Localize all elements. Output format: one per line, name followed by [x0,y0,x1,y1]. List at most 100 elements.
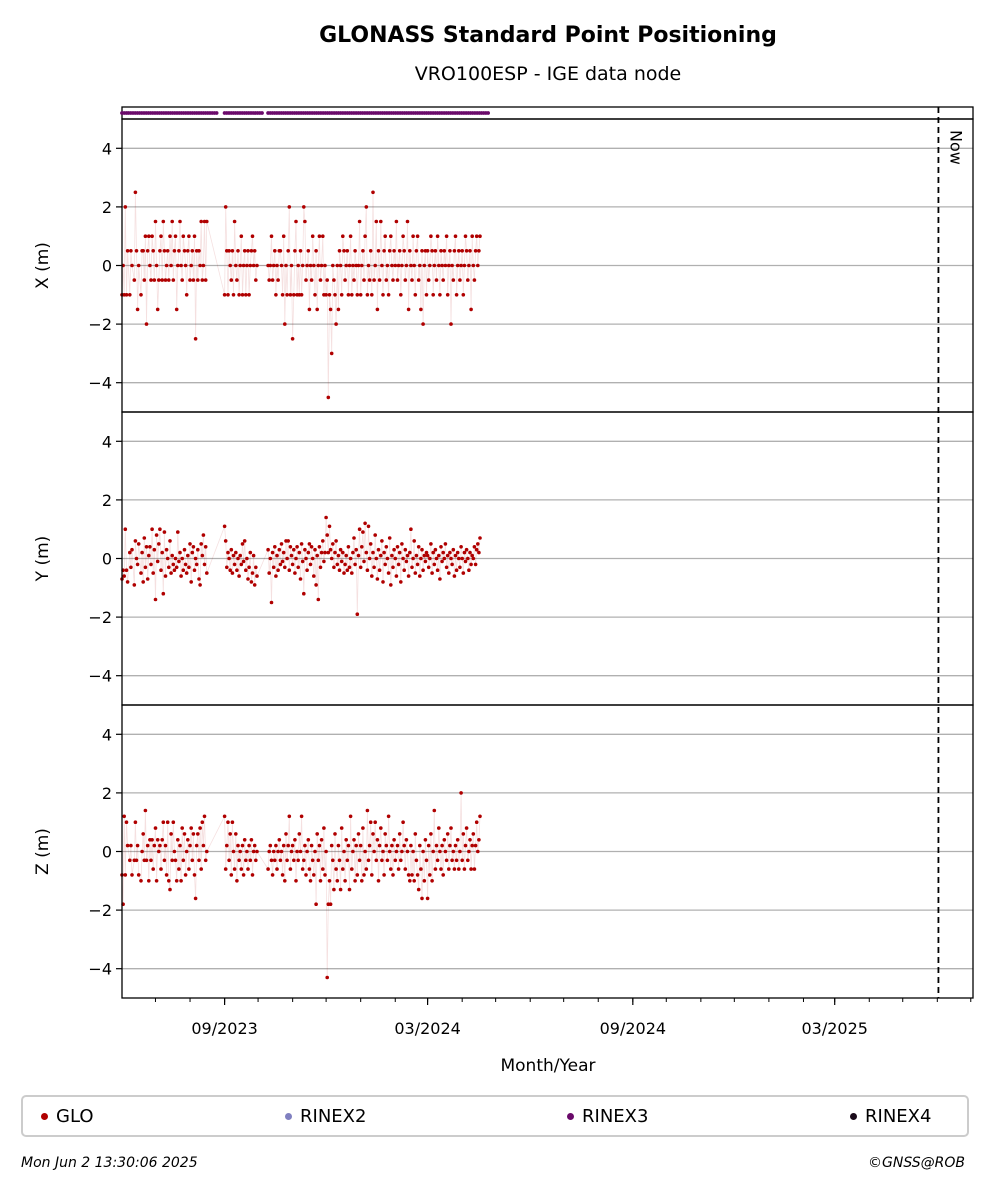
data-point [202,814,207,819]
data-point [148,545,152,549]
data-point [244,568,248,572]
data-point [274,574,278,578]
data-point [433,867,438,871]
data-point [403,867,408,871]
data-point [128,858,132,863]
data-point [295,545,299,549]
data-point [313,547,317,552]
data-point [238,553,242,558]
data-point [292,858,296,863]
data-point [159,234,163,238]
data-point [172,249,177,253]
data-point [149,562,153,567]
data-point [313,293,317,297]
data-point [351,849,355,854]
data-point [226,820,230,824]
data-point [165,820,170,824]
data-point [270,550,275,555]
data-point [251,849,256,854]
data-point [317,843,322,848]
data-point [152,547,157,552]
data-point [425,249,430,253]
data-point [435,568,440,572]
data-point [230,820,235,824]
data-point [244,293,248,297]
data-point [135,562,140,567]
data-point [410,565,414,570]
data-point [360,879,364,883]
data-point [223,205,228,209]
data-point [478,814,482,819]
data-point [365,808,370,813]
data-point [162,858,167,863]
data-point [328,902,333,906]
data-point [384,278,389,282]
data-point [136,263,141,268]
data-point [169,832,173,836]
data-point [251,263,256,268]
data-point [305,568,309,572]
data-point [408,879,412,883]
data-point [461,571,466,575]
data-point [170,553,174,558]
data-point [143,808,148,813]
data-point [193,896,198,901]
data-point [271,849,276,854]
data-point [409,843,413,848]
data-point [298,577,303,581]
data-point [395,545,400,549]
data-point [245,849,249,854]
data-point [309,545,314,549]
data-point [424,550,429,555]
data-point [234,550,238,555]
data-point [136,873,141,877]
data-point [143,234,148,238]
data-point [441,550,446,555]
data-point [308,562,313,567]
data-point [290,843,295,848]
data-point [145,843,150,848]
data-point [284,263,288,268]
data-point [404,838,409,842]
data-point [169,571,173,575]
data-point [459,545,463,549]
data-point [162,530,167,534]
data-point [158,527,162,531]
legend-item-glo: GLO [41,1106,94,1127]
data-point [124,820,129,824]
data-point [445,293,450,297]
legend-item-rinex2: RINEX2 [285,1106,366,1127]
plot-area: −4 −2 0 2 4 X (m) −4 −2 0 2 4 Y (m) −4 −2 0 2 4 Z (m) Now 0… [33,106,974,1038]
data-point [474,820,479,824]
data-point [353,879,357,883]
data-point [199,219,203,224]
data-point [123,527,128,531]
data-point [193,556,198,561]
data-point [252,249,257,253]
data-point [248,858,253,863]
data-point [391,873,395,877]
data-point [164,873,169,877]
data-point [325,975,330,980]
data-point [231,849,236,854]
data-point [190,550,195,555]
data-point [191,545,196,549]
data-point [467,849,471,854]
data-point [222,814,227,819]
data-point [333,550,337,555]
data-point [285,858,289,863]
y-tick-label: −4 [88,667,112,686]
data-point [202,562,207,567]
data-point [203,278,208,282]
data-point [151,249,155,253]
data-point [447,867,451,871]
data-point [234,832,238,836]
data-point [415,234,420,238]
data-point [199,542,203,546]
data-point [364,550,369,555]
data-point [201,263,206,268]
data-point [317,545,322,549]
data-point [390,263,394,268]
data-point [429,234,433,238]
data-point [372,849,376,854]
